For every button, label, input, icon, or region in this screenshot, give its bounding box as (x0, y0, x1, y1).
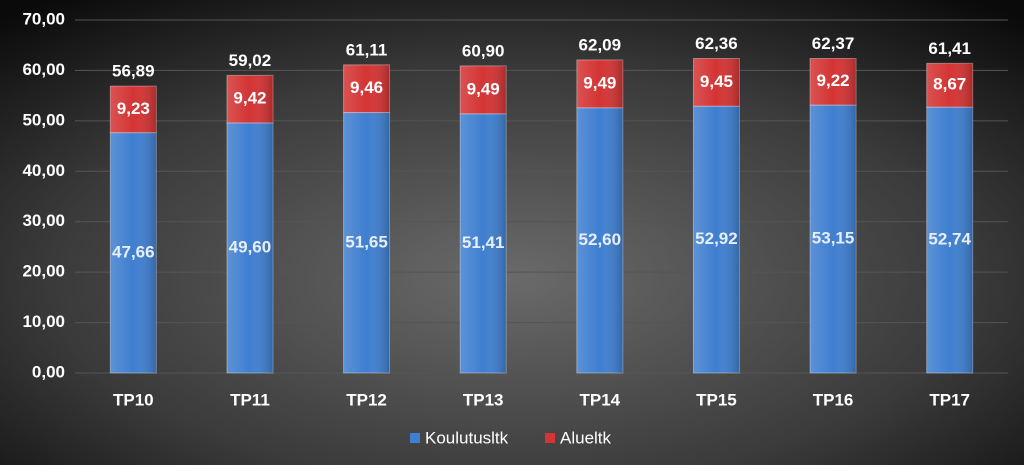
data-label: 52,74 (928, 230, 971, 249)
x-tick-label: TP17 (929, 390, 970, 409)
x-tick-label: TP12 (346, 390, 387, 409)
y-tick-label: 30,00 (22, 211, 65, 230)
bar-shading (460, 65, 507, 114)
total-label: 62,36 (695, 34, 738, 53)
bar-shading (343, 64, 390, 113)
bar-shading (926, 107, 973, 374)
bar-shading (226, 75, 273, 123)
data-label: 9,42 (233, 89, 266, 108)
data-label: 51,41 (462, 233, 505, 252)
bar-shading (693, 106, 740, 373)
bar-shading (226, 122, 273, 373)
total-label: 62,37 (812, 34, 855, 53)
total-label: 61,41 (928, 39, 971, 58)
y-tick-label: 10,00 (22, 312, 65, 331)
data-label: 9,23 (117, 99, 150, 118)
data-label: 8,67 (933, 75, 966, 94)
bar-shading (693, 58, 740, 107)
x-tick-label: TP16 (813, 390, 854, 409)
bar-shading (810, 58, 857, 105)
legend-label: Alueltk (560, 428, 612, 447)
bar-shading (926, 63, 973, 108)
data-label: 51,65 (345, 232, 388, 251)
legend-label: Koulutusltk (425, 428, 509, 447)
data-label: 9,49 (583, 73, 616, 92)
legend-swatch (410, 433, 420, 443)
data-label: 9,49 (467, 79, 500, 98)
data-label: 52,92 (695, 229, 738, 248)
data-label: 52,60 (579, 230, 622, 249)
data-label: 53,15 (812, 228, 855, 247)
x-tick-label: TP11 (230, 390, 270, 409)
x-tick-label: TP13 (463, 390, 504, 409)
bar-shading (110, 132, 157, 373)
bar-shading (110, 86, 157, 133)
total-label: 59,02 (229, 51, 272, 70)
data-label: 9,45 (700, 72, 733, 91)
y-tick-label: 50,00 (22, 110, 65, 129)
x-tick-label: TP14 (579, 390, 620, 409)
total-label: 61,11 (346, 40, 388, 59)
y-tick-label: 60,00 (22, 60, 65, 79)
bar-shading (576, 59, 623, 108)
bar-shading (460, 113, 507, 374)
y-tick-label: 0,00 (32, 362, 65, 381)
bar-shading (343, 112, 390, 373)
x-tick-label: TP15 (696, 390, 737, 409)
total-label: 62,09 (579, 35, 622, 54)
data-label: 9,22 (817, 71, 850, 90)
y-tick-label: 40,00 (22, 161, 65, 180)
y-tick-label: 20,00 (22, 262, 65, 281)
data-label: 47,66 (112, 242, 155, 261)
total-label: 60,90 (462, 41, 505, 60)
y-tick-label: 70,00 (22, 9, 65, 28)
legend-swatch (545, 433, 555, 443)
x-tick-label: TP10 (113, 390, 154, 409)
bar-shading (810, 104, 857, 374)
data-label: 49,60 (229, 237, 272, 256)
data-label: 9,46 (350, 78, 383, 97)
bar-shading (576, 107, 623, 373)
total-label: 56,89 (112, 62, 155, 81)
